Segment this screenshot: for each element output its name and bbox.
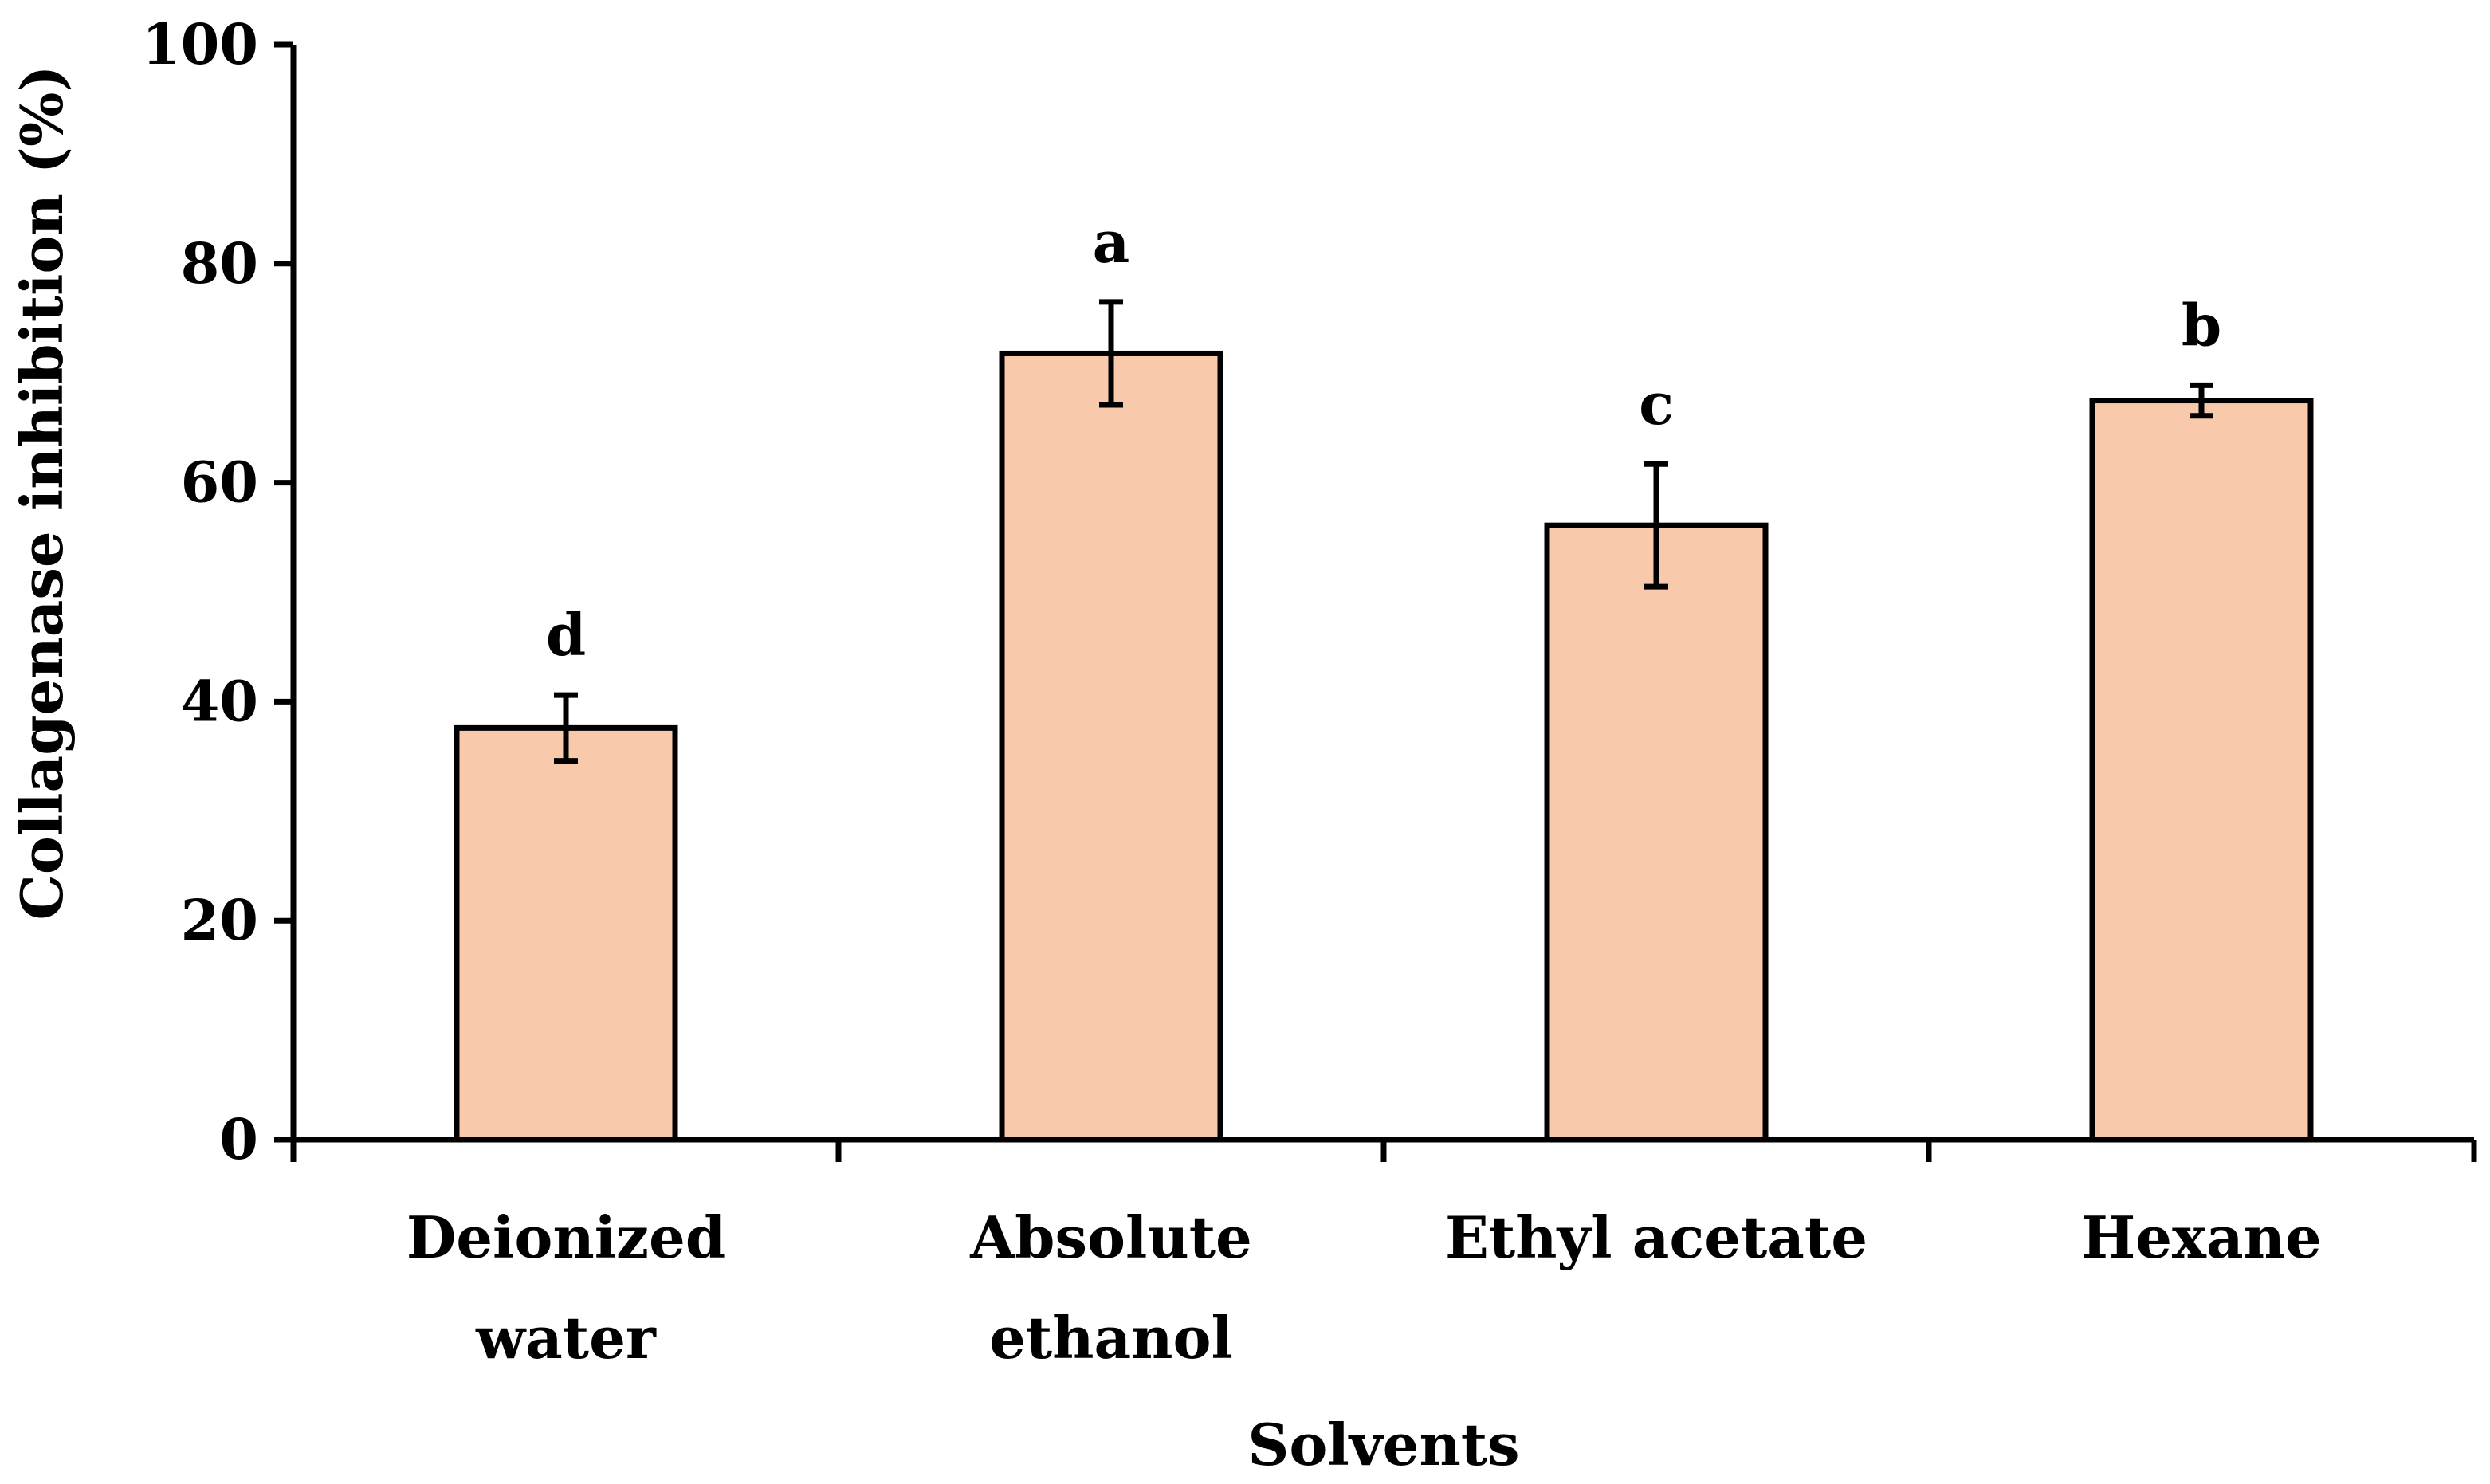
y-axis: 0 20 40 60 80 100 [142,11,297,1172]
x-tick-label: water [475,1304,657,1372]
y-tick-label: 40 [181,668,258,734]
y-tick-label: 0 [219,1106,258,1172]
x-tick-label: Deionized [406,1203,725,1271]
x-tick-label: Hexane [2081,1203,2322,1271]
y-tick-label: 80 [181,230,258,296]
x-axis: Deionized water Absolute ethanol Ethyl aceta… [290,1137,2477,1372]
x-tick-label: Ethyl acetate [1445,1203,1868,1271]
significance-letter: d [546,601,586,669]
significance-letter: c [1639,370,1674,438]
x-tick-label: ethanol [989,1304,1233,1372]
y-tick-label: 100 [142,11,258,77]
x-axis-label: Solvents [1247,1411,1519,1478]
y-axis-label: Collagenase inhibition (%) [8,65,76,921]
bar [2089,398,2314,1143]
bar [999,350,1223,1143]
significance-letter: b [2182,291,2221,359]
x-tick-label: Absolute [969,1203,1252,1271]
bar [454,724,678,1143]
bars: d a c b [454,208,2314,1143]
bar [1544,522,1769,1143]
y-tick-label: 20 [181,887,258,953]
y-tick-label: 60 [181,450,258,516]
significance-letter: a [1093,208,1130,276]
